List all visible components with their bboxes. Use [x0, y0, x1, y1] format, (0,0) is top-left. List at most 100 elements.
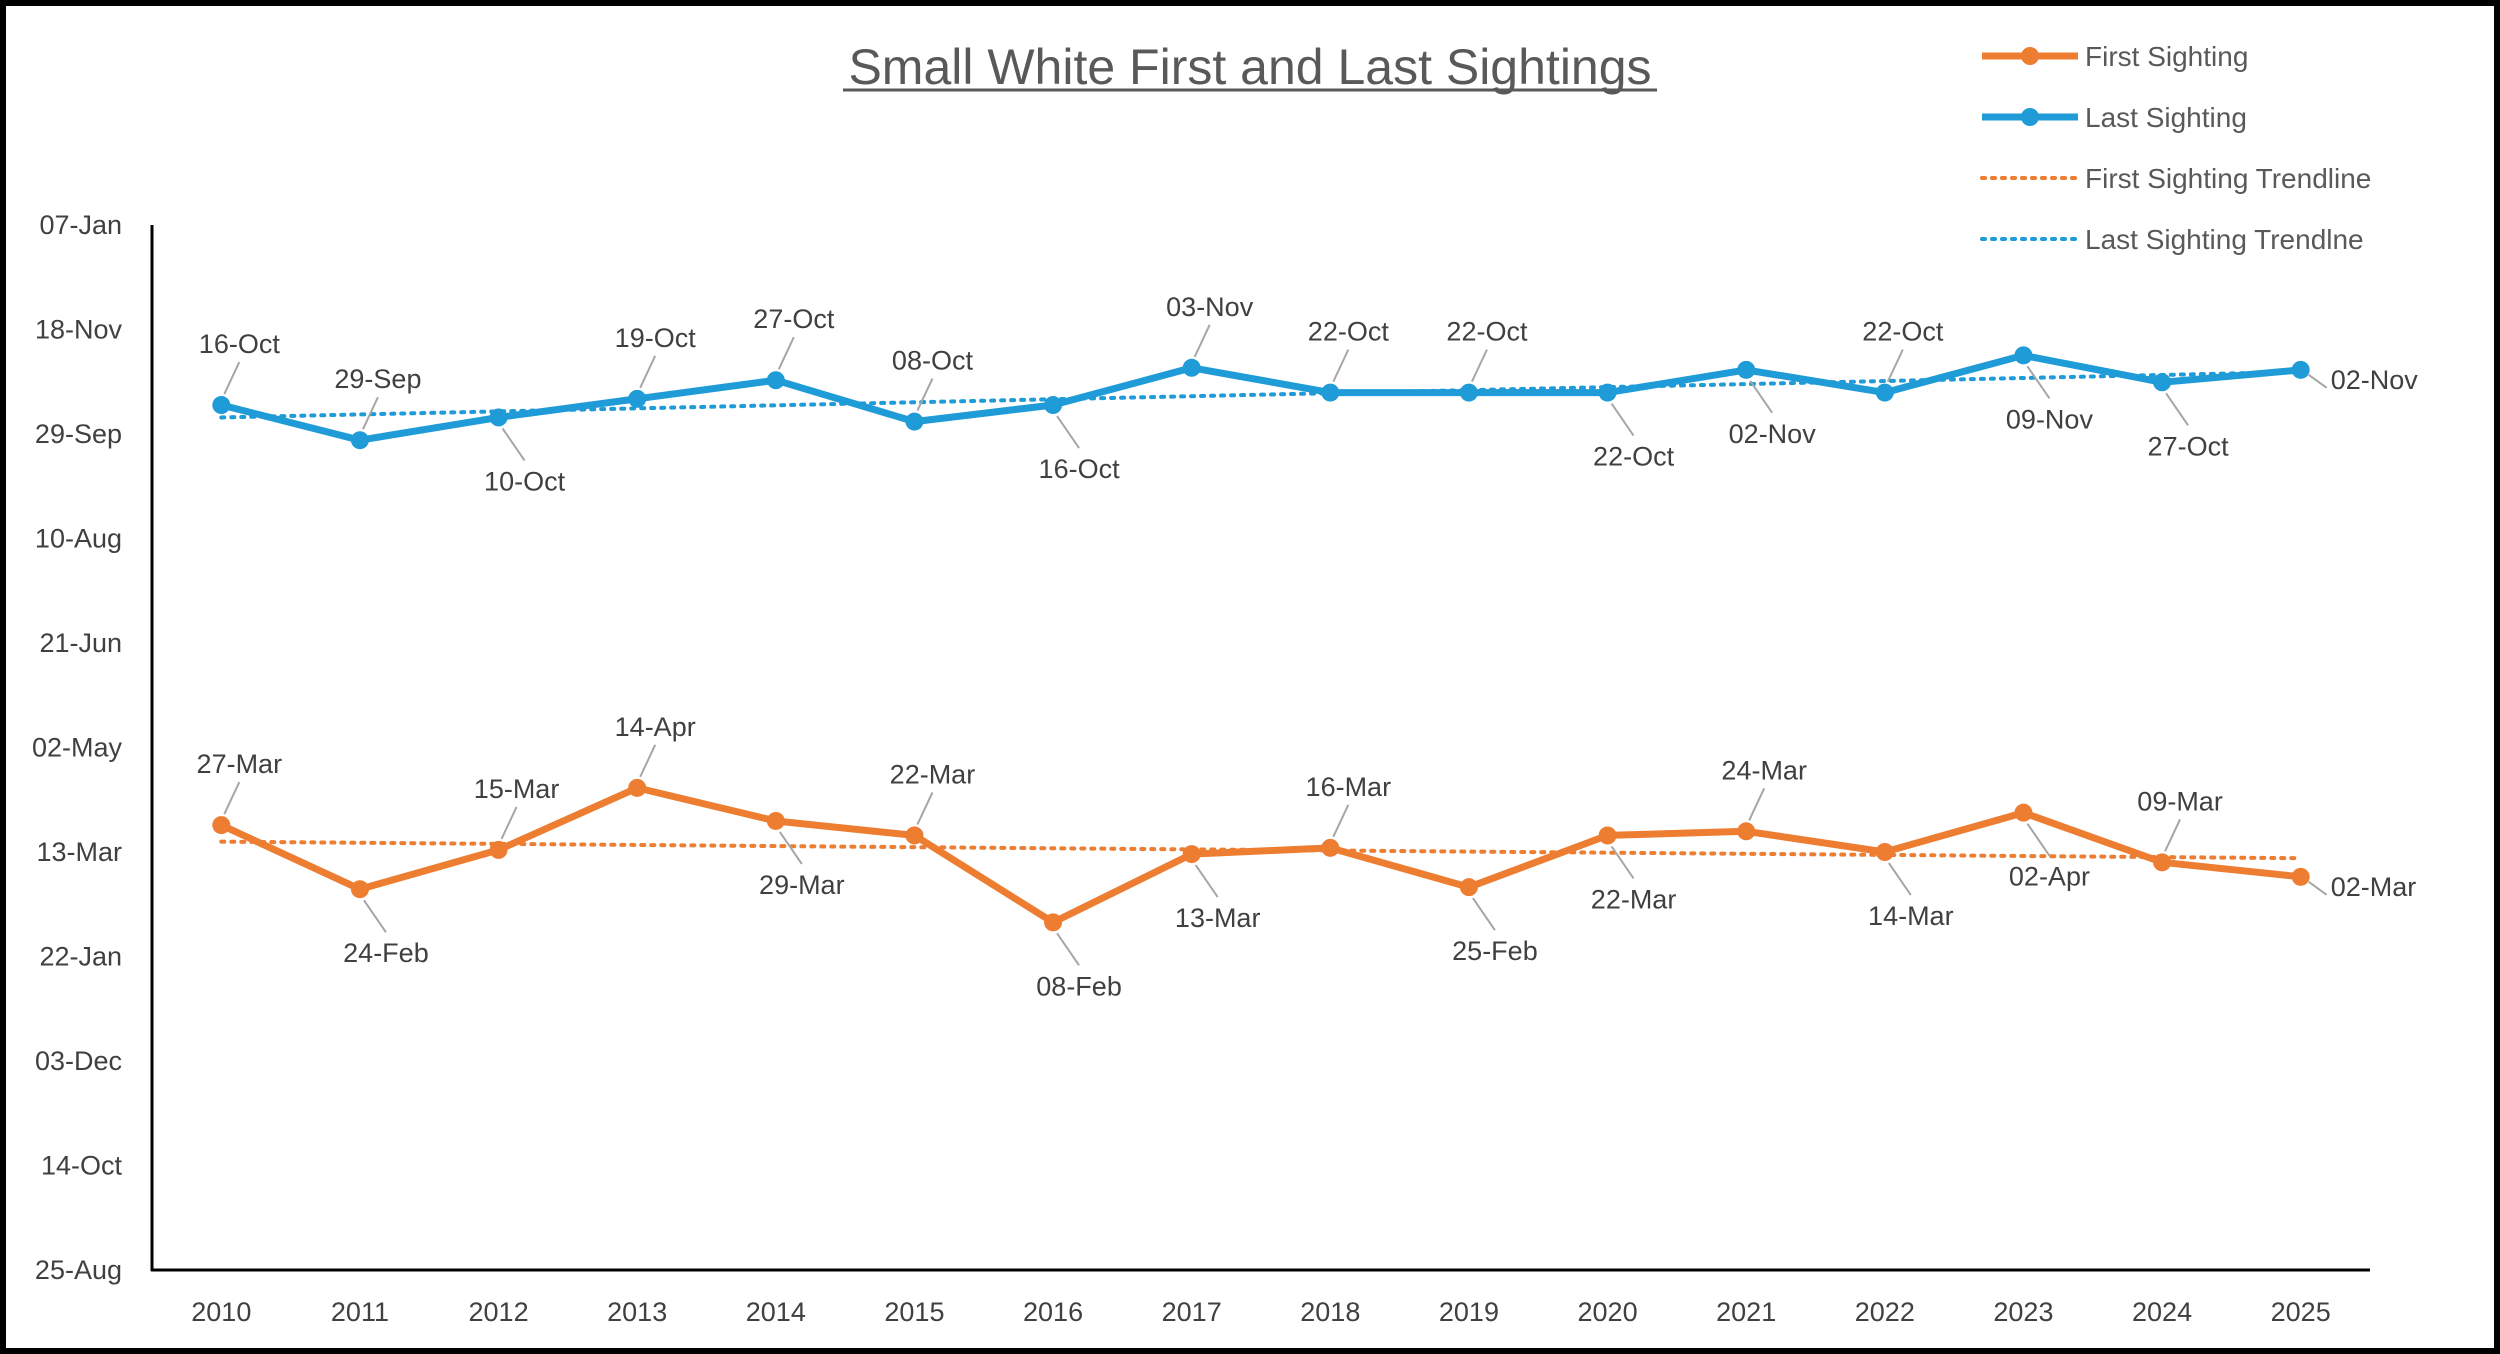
leader-line [1749, 380, 1774, 414]
data-label: 13-Mar [1175, 903, 1261, 933]
leader-line [2026, 823, 2051, 857]
leader-line [363, 899, 387, 933]
y-tick-label: 10-Aug [35, 524, 122, 554]
data-point [1044, 913, 1063, 932]
data-point [1737, 822, 1756, 841]
data-label: 22-Mar [1591, 884, 1677, 914]
x-tick-label: 2024 [2132, 1297, 2192, 1327]
y-tick-label: 22-Jan [39, 942, 122, 972]
leader-line [639, 355, 657, 389]
data-point [350, 880, 369, 899]
leader-line [223, 781, 241, 815]
y-tick-label: 29-Sep [35, 419, 122, 449]
data-point [1459, 878, 1478, 897]
data-point [905, 412, 924, 431]
data-label: 08-Feb [1036, 971, 1122, 1001]
data-point [1044, 396, 1063, 415]
leader-line [1886, 349, 1904, 383]
x-tick-label: 2019 [1439, 1297, 1499, 1327]
legend-label: First Sighting Trendline [2085, 163, 2371, 194]
data-label: 29-Mar [759, 870, 845, 900]
legend-label: First Sighting [2085, 41, 2248, 72]
x-tick-label: 2011 [331, 1297, 389, 1327]
x-tick-label: 2017 [1162, 1297, 1222, 1327]
data-point [1598, 826, 1617, 845]
leader-line [1332, 804, 1350, 838]
data-point [489, 408, 508, 427]
data-point [2291, 867, 2310, 886]
data-label: 09-Mar [2137, 786, 2223, 816]
data-label: 24-Mar [1721, 755, 1807, 785]
leader-line [2164, 818, 2181, 852]
leader-line [2308, 374, 2328, 389]
data-point [766, 811, 785, 830]
y-tick-label: 21-Jun [39, 628, 122, 658]
y-tick-label: 13-Mar [36, 837, 122, 867]
leader-line [1471, 349, 1488, 383]
data-label: 22-Mar [890, 759, 976, 789]
data-label: 27-Oct [753, 304, 835, 334]
y-tick-label: 14-Oct [41, 1151, 123, 1181]
x-tick-label: 2013 [607, 1297, 667, 1327]
series-line-0 [219, 784, 2302, 926]
legend-label: Last Sighting Trendlne [2085, 224, 2364, 255]
x-tick-label: 2012 [469, 1297, 529, 1327]
x-tick-label: 2021 [1716, 1297, 1776, 1327]
data-point [766, 371, 785, 390]
leader-line [362, 396, 379, 430]
data-label: 14-Apr [615, 712, 696, 742]
x-tick-label: 2015 [884, 1297, 944, 1327]
data-label: 25-Feb [1452, 936, 1538, 966]
y-tick-label: 03-Dec [35, 1046, 122, 1076]
leader-line [916, 792, 934, 825]
data-point [628, 389, 647, 408]
leader-line [1332, 349, 1350, 383]
leader-line [778, 831, 803, 865]
leader-line [500, 806, 518, 840]
data-point [1875, 843, 1894, 861]
y-tick-label: 02-May [32, 733, 123, 763]
data-point [628, 778, 647, 797]
data-point [489, 840, 508, 859]
data-point [1182, 845, 1201, 864]
legend-label: Last Sighting [2085, 102, 2247, 133]
data-point [1598, 383, 1617, 402]
leader-line [2165, 392, 2189, 426]
data-point [1875, 383, 1894, 402]
x-tick-label: 2020 [1578, 1297, 1638, 1327]
leader-line [639, 744, 657, 778]
data-label: 29-Sep [334, 364, 421, 394]
data-label: 15-Mar [474, 774, 560, 804]
x-tick-label: 2025 [2271, 1297, 2331, 1327]
leader-line [2026, 365, 2051, 399]
data-labels: 27-Mar 24-Feb 15-Mar 14-Apr 29-Mar 22-Mar 08-F… [197, 292, 2419, 1002]
leader-line [1887, 862, 1912, 896]
data-point [1182, 358, 1201, 377]
leader-line [1194, 864, 1219, 898]
y-tick-label: 25-Aug [35, 1255, 122, 1285]
data-label: 27-Mar [197, 749, 283, 779]
trendline-1 [219, 369, 2303, 420]
data-label: 16-Mar [1306, 772, 1392, 802]
axes: 25-Aug 14-Oct 03-Dec 22-Jan 13-Mar 02-May 21-J… [32, 210, 2370, 1327]
y-tick-label: 07-Jan [39, 210, 122, 240]
y-tick-label: 18-Nov [35, 315, 123, 345]
data-label: 22-Oct [1593, 442, 1675, 472]
data-label: 02-Apr [2009, 862, 2090, 892]
leader-line [916, 378, 934, 412]
legend-swatch-marker [2021, 108, 2039, 126]
data-label: 24-Feb [343, 938, 429, 968]
legend: First Sighting Last Sighting First Sightin… [1980, 41, 2371, 255]
x-tick-label: 2010 [191, 1297, 251, 1327]
series-lines [212, 346, 2310, 932]
leader-line [223, 361, 241, 395]
leader-line [501, 427, 526, 462]
data-point [2014, 803, 2033, 822]
leader-line [1193, 324, 1211, 358]
leader-line [1056, 415, 1080, 449]
x-tick-label: 2014 [746, 1297, 806, 1327]
data-point [350, 431, 369, 450]
x-tick-label: 2022 [1855, 1297, 1915, 1327]
leader-line [777, 336, 795, 370]
